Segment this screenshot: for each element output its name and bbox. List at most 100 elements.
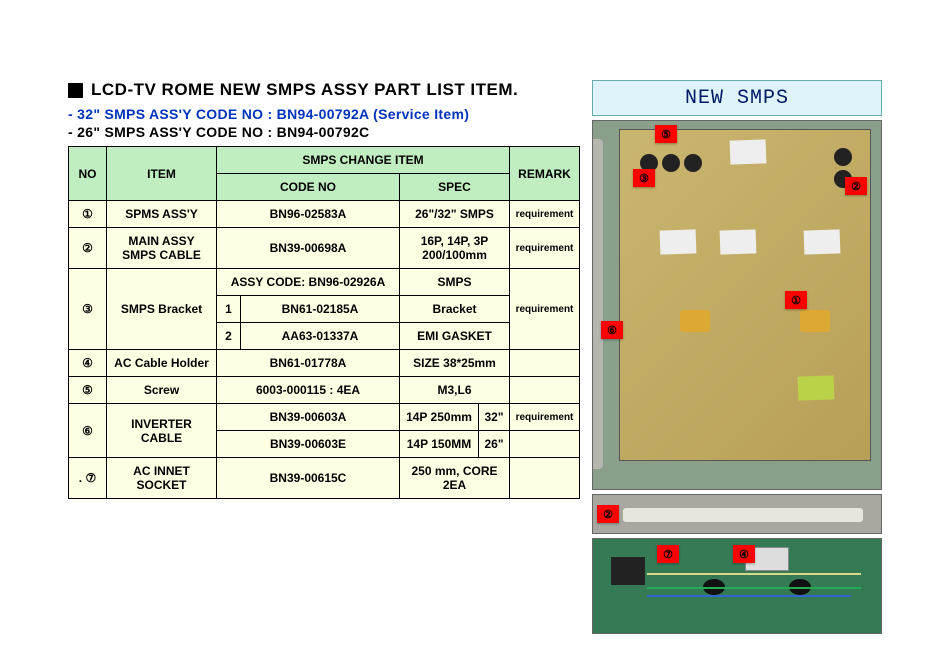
capacitor-icon	[834, 148, 852, 166]
col-change: SMPS CHANGE ITEM	[217, 147, 510, 174]
cell-code: BN39-00603E	[217, 431, 400, 458]
capacitor-icon	[684, 154, 702, 172]
page: LCD-TV ROME NEW SMPS ASSY PART LIST ITEM…	[0, 0, 950, 638]
cell-no: ⑥	[69, 404, 107, 458]
cell-code: BN61-01778A	[217, 350, 400, 377]
cell-item: AC Cable Holder	[107, 350, 217, 377]
page-title: LCD-TV ROME NEW SMPS ASSY PART LIST ITEM…	[91, 80, 518, 100]
callout-2: ②	[845, 177, 867, 195]
cell-spec-len: 14P 150MM	[400, 431, 479, 457]
cell-code: BN39-00603A	[217, 404, 400, 431]
title-row: LCD-TV ROME NEW SMPS ASSY PART LIST ITEM…	[68, 80, 580, 100]
cell-no: ④	[69, 350, 107, 377]
col-code: CODE NO	[217, 174, 400, 201]
callout-1: ①	[785, 291, 807, 309]
chip-icon	[804, 229, 841, 254]
cell-spec: 16P, 14P, 3P 200/100mm	[400, 228, 510, 269]
table-row: . ⑦ AC INNET SOCKET BN39-00615C 250 mm, …	[69, 458, 580, 499]
cell-spec: 26"/32" SMPS	[400, 201, 510, 228]
subheading-26: - 26" SMPS ASS'Y CODE NO : BN94-00792C	[68, 124, 580, 140]
cell-remark: requirement	[510, 269, 580, 350]
table-row: ② MAIN ASSY SMPS CABLE BN39-00698A 16P, …	[69, 228, 580, 269]
ribbon-cable-icon	[623, 508, 863, 522]
cell-spec: SIZE 38*25mm	[400, 350, 510, 377]
cell-spec: SMPS	[400, 269, 510, 296]
callout-4: ④	[733, 545, 755, 563]
table-row: ④ AC Cable Holder BN61-01778A SIZE 38*25…	[69, 350, 580, 377]
cell-remark	[510, 350, 580, 377]
wire-icon	[647, 573, 861, 575]
col-spec: SPEC	[400, 174, 510, 201]
cell-spec: Bracket	[400, 296, 510, 323]
cell-no: ①	[69, 201, 107, 228]
cell-spec: 14P 150MM 26"	[400, 431, 510, 458]
new-smps-label: NEW SMPS	[592, 80, 882, 116]
col-remark: REMARK	[510, 147, 580, 201]
coil-icon	[680, 310, 710, 332]
chip-icon	[720, 229, 757, 254]
parts-table: NO ITEM SMPS CHANGE ITEM REMARK CODE NO …	[68, 146, 580, 499]
table-row: ③ SMPS Bracket ASSY CODE: BN96-02926A SM…	[69, 269, 580, 296]
cell-item: AC INNET SOCKET	[107, 458, 217, 499]
col-item: ITEM	[107, 147, 217, 201]
table-header-row: NO ITEM SMPS CHANGE ITEM REMARK	[69, 147, 580, 174]
cell-spec-len: 14P 250mm	[400, 404, 479, 430]
cell-subidx: 2	[217, 323, 241, 350]
cell-remark: requirement	[510, 201, 580, 228]
cell-spec: EMI GASKET	[400, 323, 510, 350]
table-row: ⑤ Screw 6003-000115 : 4EA M3,L6	[69, 377, 580, 404]
cell-code: BN39-00615C	[217, 458, 400, 499]
wire-icon	[647, 587, 861, 589]
cell-code: BN96-02583A	[217, 201, 400, 228]
left-column: LCD-TV ROME NEW SMPS ASSY PART LIST ITEM…	[68, 80, 580, 638]
callout-3: ③	[633, 169, 655, 187]
square-bullet-icon	[68, 83, 83, 98]
cell-no: ③	[69, 269, 107, 350]
chip-icon	[730, 139, 767, 164]
cell-no: ⑤	[69, 377, 107, 404]
cell-item: INVERTER CABLE	[107, 404, 217, 458]
capacitor-icon	[662, 154, 680, 172]
callout-6: ⑥	[601, 321, 623, 339]
cell-no: . ⑦	[69, 458, 107, 499]
ac-plug-icon	[611, 557, 645, 585]
cell-spec-size: 26"	[479, 431, 509, 457]
cell-spec: 14P 250mm 32"	[400, 404, 510, 431]
callout-7: ⑦	[657, 545, 679, 563]
cell-remark	[510, 431, 580, 458]
cell-remark	[510, 458, 580, 499]
cell-item: SPMS ASS'Y	[107, 201, 217, 228]
cell-spec: 250 mm, CORE 2EA	[400, 458, 510, 499]
table-row: ⑥ INVERTER CABLE BN39-00603A 14P 250mm 3…	[69, 404, 580, 431]
cell-code: AA63-01337A	[241, 323, 400, 350]
chip-icon	[798, 375, 835, 400]
wire-icon	[647, 595, 851, 597]
cell-spec-size: 32"	[479, 404, 509, 430]
flat-cable-icon	[592, 139, 603, 469]
cell-item: SMPS Bracket	[107, 269, 217, 350]
cell-item: Screw	[107, 377, 217, 404]
table-row: ① SPMS ASS'Y BN96-02583A 26"/32" SMPS re…	[69, 201, 580, 228]
cell-code: ASSY CODE: BN96-02926A	[217, 269, 400, 296]
chip-icon	[660, 229, 697, 254]
cell-spec: M3,L6	[400, 377, 510, 404]
cell-remark	[510, 377, 580, 404]
cell-code: BN61-02185A	[241, 296, 400, 323]
col-no: NO	[69, 147, 107, 201]
cell-code: 6003-000115 : 4EA	[217, 377, 400, 404]
cell-item: MAIN ASSY SMPS CABLE	[107, 228, 217, 269]
photo-main-pcb: ⑤ ③ ② ① ⑥	[592, 120, 882, 490]
pcb-board-icon	[619, 129, 871, 461]
cell-subidx: 1	[217, 296, 241, 323]
photo-cable: ②	[592, 494, 882, 534]
right-column: NEW SMPS ⑤ ③ ② ① ⑥	[592, 80, 882, 638]
callout-5: ⑤	[655, 125, 677, 143]
callout-2b: ②	[597, 505, 619, 523]
cell-no-val: ⑦	[85, 471, 96, 485]
cell-no: ②	[69, 228, 107, 269]
subheading-32: - 32" SMPS ASS'Y CODE NO : BN94-00792A (…	[68, 106, 580, 122]
cell-remark: requirement	[510, 404, 580, 431]
photo-accessories: ⑦ ④	[592, 538, 882, 634]
cell-code: BN39-00698A	[217, 228, 400, 269]
coil-icon	[800, 310, 830, 332]
